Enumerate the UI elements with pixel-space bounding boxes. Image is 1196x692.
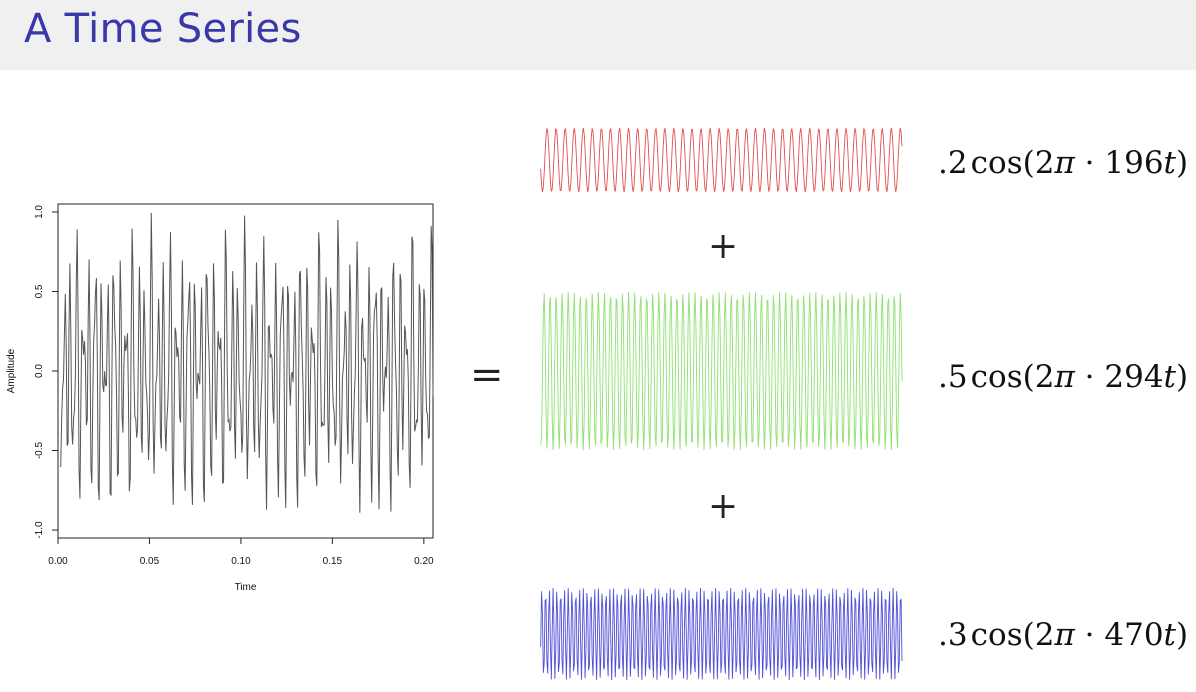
formula-pi: π [1054,359,1075,395]
formula-function: cos [970,617,1023,653]
formula-pi: π [1054,145,1075,181]
component-wave-470 [540,587,903,681]
y-tick-label: 1.0 [34,205,45,219]
formula-coefficient: .5 [938,359,968,395]
formula-open: (2 [1022,359,1055,395]
plus-sign: + [708,486,739,527]
formula-470: .3 cos(2π · 470t) [938,617,1188,653]
y-tick-label: 0.5 [34,284,45,298]
x-tick-label: 0.15 [323,556,343,567]
y-tick-label: 0.0 [34,364,45,378]
component-wave-196 [540,127,903,193]
title-bar: A Time Series [0,0,1196,70]
plus-sign: + [708,226,739,267]
time-series-plot: 0.00 0.05 0.10 0.15 0.20 -1.0 -0.5 0.0 0.5 1.0 Tim… [6,203,434,593]
component-wave-line [540,127,903,193]
formula-function: cos [970,145,1023,181]
formula-frequency: 470 [1104,617,1164,653]
formula-variable: t [1163,145,1177,181]
equals-sign: = [470,352,504,398]
formula-196: .2 cos(2π · 196t) [938,145,1188,181]
component-wave-line [540,291,903,451]
formula-frequency: 196 [1104,145,1164,181]
series-line [60,212,434,513]
y-tick-label: -1.0 [34,521,45,539]
formula-close: ) [1176,145,1189,181]
formula-pi: π [1054,617,1075,653]
formula-variable: t [1163,359,1177,395]
x-tick-label: 0.00 [48,556,68,567]
component-wave-294 [540,291,903,451]
formula-294: .5 cos(2π · 294t) [938,359,1188,395]
formula-variable: t [1163,617,1177,653]
formula-dot: · [1074,145,1105,181]
formula-close: ) [1176,617,1189,653]
formula-frequency: 294 [1104,359,1164,395]
formula-close: ) [1176,359,1189,395]
formula-open: (2 [1022,617,1055,653]
y-tick-label: -0.5 [34,441,45,459]
x-axis-label: Time [235,582,257,593]
formula-dot: · [1074,617,1105,653]
slide-title: A Time Series [24,6,302,52]
x-tick-label: 0.10 [231,556,251,567]
formula-coefficient: .3 [938,617,968,653]
x-tick-label: 0.20 [414,556,434,567]
formula-dot: · [1074,359,1105,395]
x-tick-label: 0.05 [140,556,160,567]
formula-coefficient: .2 [938,145,968,181]
component-wave-line [540,587,903,681]
formula-open: (2 [1022,145,1055,181]
y-axis-label: Amplitude [6,348,17,393]
formula-function: cos [970,359,1023,395]
